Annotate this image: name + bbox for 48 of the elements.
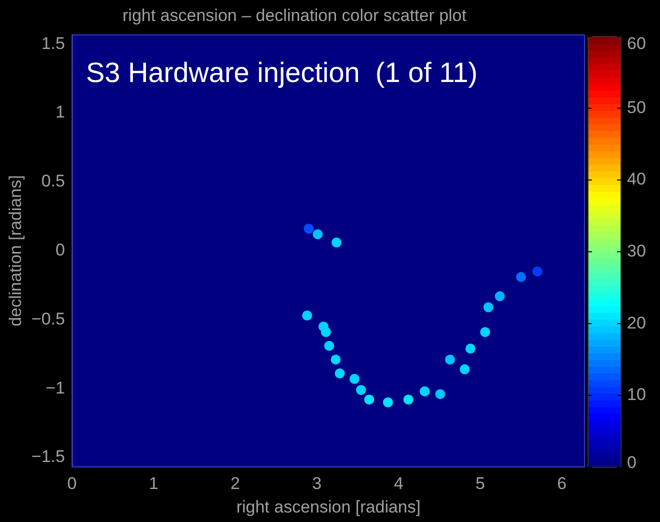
point [382,397,393,408]
x-tick-label: 2 [230,474,240,494]
x-axis-title: right ascension [radians] [236,497,421,516]
x-tick-label: 4 [394,474,404,494]
y-tick-label: 0.5 [41,172,65,191]
chart-title: right ascension – declination color scatter plot [122,6,467,25]
point [364,394,374,405]
x-tick-label: 6 [557,474,567,494]
x-tick-label: 1 [148,474,158,494]
point [494,291,505,302]
x-tick-label: 5 [475,474,485,494]
point [312,229,323,240]
point [532,266,542,276]
color-bar-label: 30 [627,241,646,260]
color-bar-label: 60 [627,34,646,54]
point [480,327,490,338]
point [332,238,342,248]
y-tick-label: −1 [46,378,65,398]
annotation: S3 Hardware injection (1 of 11) [86,57,478,88]
point [324,340,334,351]
point [302,310,312,321]
point [516,272,526,282]
color-bar-label: 10 [627,385,646,404]
point [334,368,345,378]
color-bar-label: 40 [627,170,646,189]
point [460,364,470,374]
point [465,344,476,354]
y-tick-label: −1.5 [31,447,65,466]
x-tick-label: 0 [67,474,77,494]
y-axis-title: declination [radians] [6,175,25,326]
color-bar-label: 20 [627,313,646,332]
point [304,224,314,234]
y-tick-label: −0.5 [31,309,65,328]
point [320,327,331,338]
point [330,354,341,365]
y-tick-label: 0 [55,240,65,260]
color-bar-label: 50 [627,98,646,117]
point [420,386,430,396]
point [356,384,366,395]
point [445,354,456,365]
x-tick-label: 3 [312,474,322,494]
point [349,374,360,384]
point [435,389,446,400]
color-bar-label: 0 [627,452,636,472]
point [483,302,494,312]
point [403,394,414,405]
y-tick-label: 1 [55,102,65,122]
y-tick-label: 1.5 [41,34,65,53]
